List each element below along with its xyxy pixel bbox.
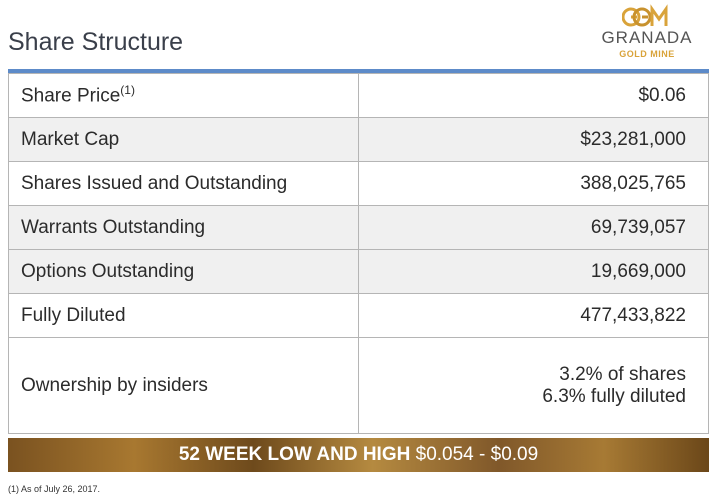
table-row: Warrants Outstanding 69,739,057 <box>8 205 709 250</box>
ggm-logo-icon <box>622 4 668 27</box>
table-row: Shares Issued and Outstanding 388,025,76… <box>8 161 709 206</box>
row-value-line: 6.3% fully diluted <box>542 385 686 407</box>
row-value: $0.06 <box>358 73 709 118</box>
row-label: Ownership by insiders <box>8 337 359 434</box>
row-value-line: 3.2% of shares <box>559 363 686 385</box>
banner-range: $0.054 - $0.09 <box>410 444 539 465</box>
table-row: Share Price(1) $0.06 <box>8 73 709 118</box>
header-divider <box>8 69 709 73</box>
table-row: Ownership by insiders 3.2% of shares 6.3… <box>8 337 709 434</box>
logo-subtitle: GOLD MINE <box>619 49 675 59</box>
logo-name: GRANADA <box>601 28 693 47</box>
row-label: Fully Diluted <box>8 293 359 338</box>
row-value: 3.2% of shares 6.3% fully diluted <box>358 337 709 434</box>
week-range-banner: 52 WEEK LOW AND HIGH $0.054 - $0.09 <box>8 438 709 472</box>
table-row: Market Cap $23,281,000 <box>8 117 709 162</box>
row-label: Shares Issued and Outstanding <box>8 161 359 206</box>
row-value: 19,669,000 <box>358 249 709 294</box>
row-value: 477,433,822 <box>358 293 709 338</box>
row-label: Options Outstanding <box>8 249 359 294</box>
row-label: Share Price(1) <box>8 73 359 118</box>
footnote: (1) As of July 26, 2017. <box>8 484 101 494</box>
table-row: Options Outstanding 19,669,000 <box>8 249 709 294</box>
row-label: Warrants Outstanding <box>8 205 359 250</box>
row-value: 388,025,765 <box>358 161 709 206</box>
row-label: Market Cap <box>8 117 359 162</box>
footnote-marker: (1) <box>120 83 135 98</box>
row-label-text: Share Price <box>21 85 121 107</box>
row-value: $23,281,000 <box>358 117 709 162</box>
table-row: Fully Diluted 477,433,822 <box>8 293 709 338</box>
banner-label: 52 WEEK LOW AND HIGH <box>178 444 411 465</box>
company-logo: GRANADA GOLD MINE <box>588 4 706 64</box>
share-structure-table: Share Price(1) $0.06 Market Cap $23,281,… <box>8 73 709 434</box>
row-value: 69,739,057 <box>358 205 709 250</box>
page-title: Share Structure <box>8 28 184 56</box>
